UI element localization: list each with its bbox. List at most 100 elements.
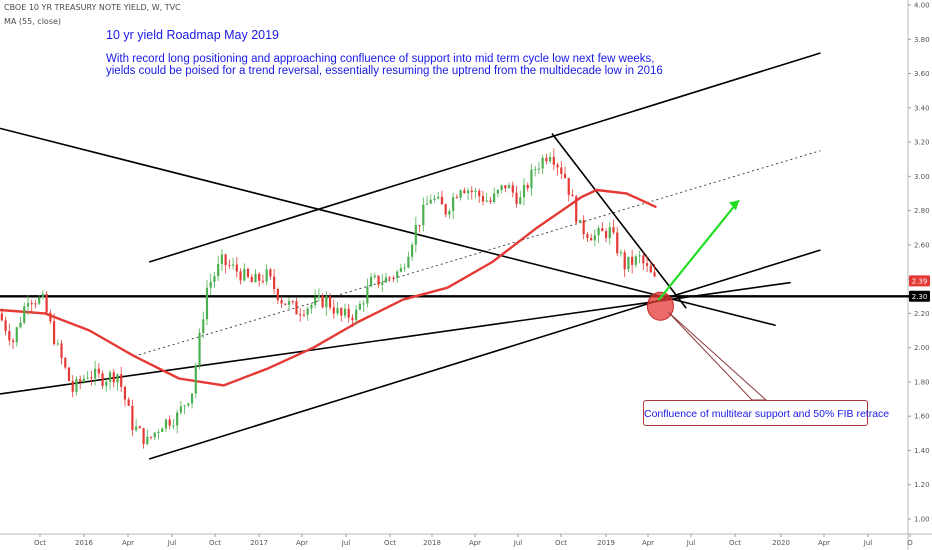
candle-body (351, 317, 354, 321)
candle-body (261, 280, 265, 282)
candle-body (653, 272, 656, 277)
candle-body (362, 303, 365, 305)
candle-body (176, 412, 179, 426)
candle-body (75, 379, 78, 392)
candle-body (190, 393, 194, 404)
candle-body (105, 381, 108, 386)
confluence-circle (646, 291, 674, 321)
candle-body (168, 419, 171, 426)
x-tick-label: 2016 (75, 539, 93, 547)
candle-body (496, 189, 499, 194)
candle-body (358, 303, 361, 310)
candle-body (45, 293, 48, 313)
trendline-2018-top-downtrend (551, 133, 687, 309)
x-tick-label: Apr (122, 539, 134, 547)
candle-body (235, 264, 238, 272)
candle-body (478, 190, 481, 197)
candle-body (340, 308, 343, 316)
candle-body (52, 321, 56, 344)
x-tick-label: Oct (555, 539, 567, 547)
candle-body (392, 277, 395, 279)
indicator-label: MA (55, close) (4, 17, 62, 26)
candle-body (64, 358, 67, 368)
candle-body (437, 196, 440, 199)
symbol-title: CBOE 10 YR TREASURY NOTE YIELD, W, TVC (4, 3, 181, 12)
candle-body (384, 277, 388, 283)
x-tick-label: Jul (341, 539, 351, 547)
candle-body (131, 405, 134, 431)
candle-body (638, 255, 641, 257)
candle-body (619, 252, 623, 254)
candle-body (146, 436, 149, 445)
candle-body (549, 156, 552, 162)
candle-body (302, 314, 306, 316)
candle-body (4, 320, 7, 332)
candle-body (601, 228, 604, 232)
candle-body (459, 190, 462, 198)
candle-body (504, 185, 507, 189)
x-tick-label: Jul (513, 539, 523, 547)
candle-body (280, 300, 283, 304)
candle-body (26, 303, 30, 307)
x-tick-label: 2017 (250, 539, 268, 547)
candle-body (604, 231, 608, 239)
candle-body (49, 312, 52, 322)
candle-body (213, 276, 216, 282)
candle-body (314, 297, 317, 305)
candle-body (377, 275, 380, 285)
candle-body (552, 156, 555, 165)
candle-body (396, 271, 399, 278)
candle-body (239, 271, 242, 281)
candle-body (120, 374, 123, 387)
candle-body (481, 196, 485, 202)
candle-body (332, 307, 335, 314)
trendline-long-downtrend (0, 127, 776, 327)
candle-body (97, 368, 100, 374)
candle-body (142, 428, 145, 445)
candle-body (612, 227, 615, 233)
candle-body (597, 228, 600, 236)
x-tick-label: Apr (296, 539, 308, 547)
trendline-long-uptrend-support (148, 249, 821, 460)
candle-body (123, 386, 127, 400)
candle-body (157, 431, 160, 433)
candle-body (112, 372, 115, 383)
candle-body (616, 232, 619, 254)
y-tick-label: 3.40 (914, 104, 930, 112)
candle-body (485, 200, 488, 202)
candle-body (328, 296, 332, 308)
candle-body (407, 256, 410, 268)
candle-body (444, 204, 447, 215)
candle-body (515, 192, 518, 204)
candle-body (452, 197, 455, 212)
candle-body (108, 372, 112, 382)
candle-body (276, 288, 279, 301)
candle-body (511, 185, 514, 193)
x-tick-label: Jul (686, 539, 696, 547)
candle-body (631, 256, 634, 265)
candle-body (30, 303, 33, 305)
candle-body (254, 273, 257, 283)
candle-body (71, 380, 74, 392)
candle-body (418, 225, 421, 227)
candle-body (381, 282, 384, 285)
candle-body (19, 322, 22, 328)
candle-body (493, 193, 496, 203)
candle-body (23, 306, 26, 323)
x-tick-label: 2018 (423, 539, 441, 547)
candle-body (60, 343, 63, 359)
candle-body (343, 308, 347, 316)
candle-body (295, 301, 298, 315)
candle-body (258, 273, 261, 281)
x-tick-label: Oct (34, 539, 46, 547)
candle-body (284, 303, 287, 305)
x-tick-label: Apr (818, 539, 830, 547)
annotation-line-2: yields could be poised for a trend rever… (106, 65, 663, 77)
y-tick-label: 2.20 (914, 310, 930, 318)
candle-body (347, 308, 350, 318)
candle-body (209, 281, 212, 288)
candle-body (623, 252, 626, 270)
candle-body (336, 308, 339, 314)
candle-body (228, 265, 231, 267)
candle-body (183, 405, 186, 407)
